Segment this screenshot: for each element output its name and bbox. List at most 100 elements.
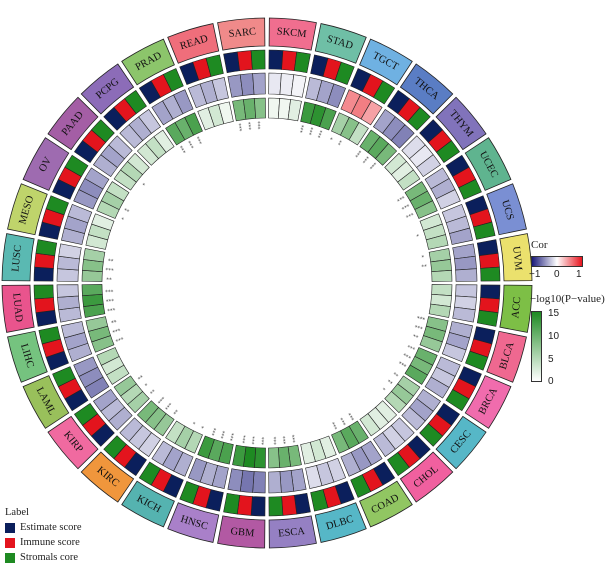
pvalue-cell bbox=[197, 435, 215, 459]
cancer-label-text: GBM bbox=[230, 526, 256, 539]
legend-entry-immune: Immune score bbox=[5, 535, 82, 550]
significance-mark: *** bbox=[288, 434, 295, 443]
pvalue-cell bbox=[319, 107, 337, 131]
significance-mark: *** bbox=[345, 413, 355, 423]
pvalue-cell bbox=[331, 430, 350, 454]
pvalue-cell bbox=[430, 259, 452, 273]
stromal-swatch bbox=[5, 552, 15, 563]
significance-mark: *** bbox=[188, 138, 197, 148]
significance-mark: *** bbox=[239, 434, 246, 443]
score-track-cell bbox=[45, 195, 69, 216]
score-track-cell bbox=[35, 309, 58, 327]
pvalue-cell bbox=[359, 413, 381, 437]
correlation-cell bbox=[61, 321, 85, 339]
score-track-cell bbox=[480, 284, 501, 300]
significance-mark: *** bbox=[180, 143, 190, 153]
correlation-cell bbox=[58, 243, 82, 260]
cancer-label-block bbox=[359, 480, 413, 528]
cancer-label-block bbox=[47, 415, 99, 470]
score-track-cell bbox=[162, 68, 184, 92]
significance-mark: *** bbox=[258, 121, 264, 130]
significance-ring: *** *** *** *******************************… bbox=[105, 121, 428, 446]
score-track-cell bbox=[350, 474, 372, 498]
cancer-label-block bbox=[314, 502, 367, 543]
significance-mark: *** bbox=[239, 122, 246, 131]
significance-mark: ** bbox=[124, 204, 132, 212]
significance-mark: *** bbox=[416, 316, 426, 324]
significance-mark: ** bbox=[110, 316, 117, 323]
cancer-label-block bbox=[7, 183, 48, 236]
cor-legend-title: Cor bbox=[531, 239, 548, 251]
significance-mark: * bbox=[380, 387, 386, 393]
significance-mark: *** bbox=[329, 422, 338, 432]
score-track-cell bbox=[419, 423, 444, 447]
correlation-cell bbox=[435, 189, 461, 210]
pvalue-cell bbox=[218, 101, 234, 125]
cor-tick-min: −1 bbox=[529, 269, 541, 280]
cancer-label-text: ESCA bbox=[278, 526, 306, 540]
pvalue-cell bbox=[268, 97, 280, 119]
pvalue-cell bbox=[254, 447, 266, 469]
correlation-cell bbox=[67, 203, 93, 224]
significance-mark: *** bbox=[217, 429, 225, 439]
score-track-cell bbox=[373, 80, 396, 105]
cancer-label-text: LUSC bbox=[10, 245, 24, 273]
pvalue-cell bbox=[300, 441, 316, 465]
correlation-cell bbox=[452, 306, 476, 323]
pvalue-legend-title: −log10(P−value) bbox=[530, 293, 605, 305]
significance-mark: *** bbox=[318, 130, 327, 140]
correlation-cell bbox=[360, 100, 383, 126]
pvalue-cell bbox=[82, 293, 104, 307]
significance-mark: * bbox=[189, 420, 196, 425]
significance-mark: *** bbox=[226, 432, 234, 442]
correlation-cell bbox=[401, 406, 426, 431]
cancer-label-block bbox=[80, 63, 135, 115]
score-track-cell bbox=[407, 106, 431, 131]
score-track-cell bbox=[223, 492, 241, 515]
significance-mark: *** bbox=[397, 196, 407, 206]
cancer-label-block bbox=[167, 23, 220, 64]
score-track-cell bbox=[480, 266, 501, 282]
significance-mark: ** bbox=[108, 255, 115, 262]
cancer-label-block bbox=[435, 96, 487, 151]
pvalue-cell bbox=[428, 303, 451, 318]
significance-mark: ** bbox=[170, 407, 178, 415]
correlation-cell bbox=[455, 284, 478, 298]
correlation-cell bbox=[449, 227, 473, 245]
cancer-label-text: SKCM bbox=[276, 26, 307, 40]
pvalue-cell bbox=[136, 400, 159, 423]
pvalue-cell bbox=[243, 98, 257, 120]
pvalue-cell bbox=[419, 335, 443, 353]
correlation-cell bbox=[290, 74, 307, 98]
correlation-cell bbox=[56, 284, 79, 298]
cancer-label-block bbox=[268, 17, 317, 51]
label-legend-title: Label bbox=[5, 507, 29, 518]
score-track-cell bbox=[250, 496, 266, 517]
correlation-cell bbox=[173, 89, 194, 115]
cancer-label-block bbox=[499, 233, 533, 282]
correlation-cell bbox=[268, 72, 282, 95]
score-track-cell bbox=[334, 61, 355, 85]
significance-mark: *** bbox=[105, 295, 114, 302]
score-track-cell bbox=[293, 492, 311, 515]
cancer-label-block bbox=[499, 284, 533, 333]
significance-mark: ** bbox=[338, 140, 346, 148]
significance-mark: *** bbox=[279, 436, 286, 445]
significance-mark: ** bbox=[135, 372, 143, 380]
correlation-cell bbox=[455, 268, 478, 282]
cancer-label-block bbox=[464, 137, 512, 191]
correlation-cell bbox=[372, 432, 396, 457]
score-track-cell bbox=[476, 239, 499, 257]
significance-mark: *** bbox=[114, 334, 124, 343]
pvalue-cell bbox=[165, 420, 186, 444]
cancer-label-text: SARC bbox=[228, 26, 256, 40]
legend-entry-estimate: Estimate score bbox=[5, 520, 82, 535]
score-track-cell bbox=[268, 496, 284, 517]
cancer-label-block bbox=[22, 375, 70, 429]
pvalue-cell bbox=[184, 112, 203, 136]
pvalue-cell bbox=[83, 248, 106, 263]
significance-mark: *** bbox=[248, 436, 255, 445]
significance-mark: *** bbox=[155, 394, 165, 404]
significance-mark: *** bbox=[196, 134, 205, 144]
correlation-cell bbox=[84, 167, 110, 190]
